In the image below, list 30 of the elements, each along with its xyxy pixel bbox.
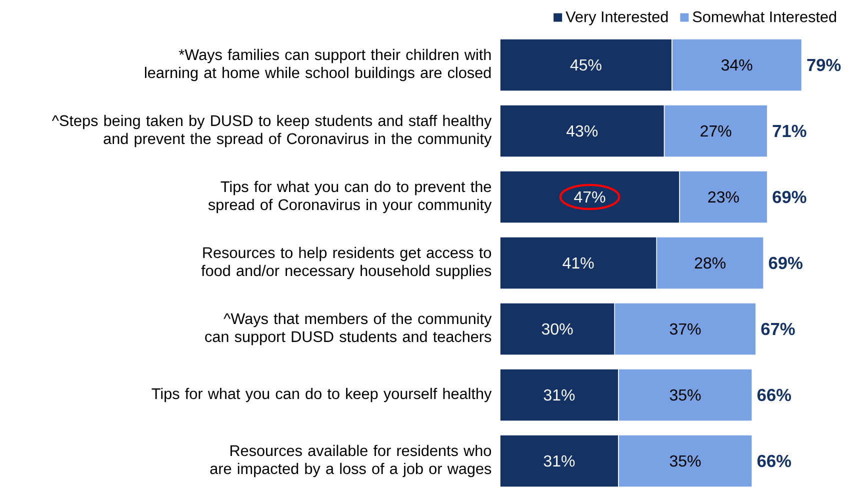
data-label: 35%: [670, 455, 701, 467]
total-label: 79%: [807, 58, 841, 72]
data-label: 37%: [670, 323, 701, 335]
y-tick-label: Tips for what you can do to keep yourself healthy: [152, 388, 492, 402]
total-label: 69%: [772, 190, 806, 204]
y-tick-label: ^Steps being taken by DUSD to keep students and staff healthy and prevent the spread of Coronavirus in the community: [52, 114, 492, 148]
data-label: 23%: [708, 191, 739, 203]
data-label: 34%: [721, 59, 752, 71]
data-label: 27%: [700, 125, 732, 137]
data-label: 43%: [566, 125, 598, 137]
total-label: 69%: [768, 256, 802, 270]
legend-label: Very Interested: [566, 10, 668, 26]
total-label: 66%: [757, 388, 792, 402]
data-label: 31%: [544, 389, 575, 401]
data-label: 35%: [670, 389, 701, 401]
total-label: 66%: [757, 454, 792, 468]
y-tick-label: ^Ways that members of the community can support DUSD students and teachers: [205, 312, 492, 346]
y-tick-label: Tips for what you can do to prevent the spread of Coronavirus in your community: [208, 180, 492, 214]
data-label: 30%: [542, 323, 573, 335]
legend-label: Somewhat Interested: [692, 10, 836, 22]
total-label: 71%: [772, 124, 806, 138]
total-label: 67%: [761, 322, 795, 336]
y-tick-label: Resources to help residents get access to food and/or necessary household supplies: [201, 246, 492, 280]
y-tick-label: Resources available for residents who are impacted by a loss of a job or wages: [210, 444, 492, 478]
data-label: 45%: [570, 59, 602, 71]
data-label: 31%: [544, 455, 575, 467]
y-tick-label: *Ways families can support their children with learning at home while school buildings are closed: [145, 48, 491, 82]
data-label: 41%: [562, 257, 594, 269]
data-label: 28%: [694, 257, 726, 269]
data-label: 47%: [574, 191, 606, 203]
